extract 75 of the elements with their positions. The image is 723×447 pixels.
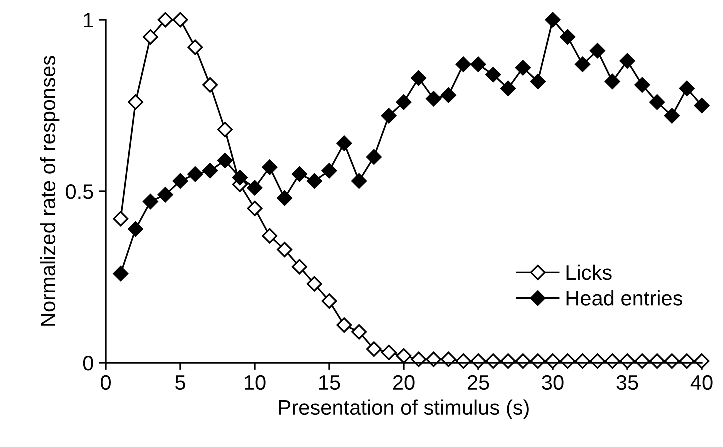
point — [620, 53, 636, 69]
x-tick-label: 15 — [320, 376, 340, 390]
point — [396, 348, 412, 364]
point — [366, 342, 382, 357]
x-tick-label: 40 — [690, 375, 713, 390]
x-tick-label: 0 — [101, 375, 111, 390]
point — [352, 324, 368, 340]
point — [113, 211, 129, 227]
x-tick-label: 20 — [393, 375, 415, 390]
point — [694, 98, 710, 114]
point — [411, 70, 427, 86]
point — [322, 294, 338, 309]
point — [142, 29, 158, 45]
point — [232, 170, 248, 186]
x-tick-label: 10 — [245, 375, 266, 390]
point — [381, 345, 397, 360]
point — [113, 266, 129, 282]
point — [262, 228, 278, 244]
point — [128, 222, 144, 237]
point — [336, 136, 352, 152]
point — [679, 80, 695, 96]
point — [634, 77, 650, 93]
point — [515, 60, 531, 76]
point — [128, 94, 144, 110]
x-tick-label: 5 — [176, 376, 186, 390]
point — [292, 259, 308, 275]
legend-label: Head entries — [566, 290, 683, 306]
point — [590, 43, 606, 59]
point — [306, 174, 322, 189]
point — [158, 187, 174, 203]
point — [306, 276, 322, 292]
y-tick-label: 0 — [83, 356, 94, 371]
point — [217, 122, 233, 138]
point — [202, 163, 218, 179]
point — [664, 108, 680, 124]
point — [530, 74, 546, 90]
point — [322, 163, 338, 179]
point — [500, 80, 516, 96]
point — [426, 91, 442, 107]
x-tick-label: 25 — [468, 375, 490, 390]
point — [262, 160, 278, 176]
point — [172, 174, 188, 189]
legend-label: Licks — [566, 264, 612, 280]
x-tick-label: 35 — [616, 375, 638, 390]
point — [650, 94, 666, 110]
point — [366, 149, 382, 165]
point — [545, 12, 561, 28]
point — [202, 77, 218, 93]
x-tick-label: 30 — [542, 375, 564, 390]
point — [217, 152, 233, 168]
point — [292, 166, 308, 182]
point — [604, 74, 620, 90]
point — [560, 29, 576, 45]
point — [142, 194, 158, 210]
point — [336, 318, 352, 333]
point — [277, 242, 293, 258]
point — [158, 12, 174, 28]
point — [188, 166, 204, 182]
point — [247, 180, 263, 196]
x-axis-title: Presentation of stimulus (s) — [280, 400, 529, 420]
point — [188, 40, 204, 56]
point — [277, 190, 293, 206]
y-tick-label: 0.5 — [66, 184, 94, 200]
point — [172, 12, 188, 28]
point — [247, 200, 263, 216]
point — [440, 88, 456, 104]
point — [486, 67, 502, 83]
point — [575, 56, 591, 72]
point — [396, 94, 412, 110]
point — [381, 108, 397, 124]
y-tick-label: 1 — [84, 13, 94, 28]
point — [352, 174, 368, 189]
point — [470, 56, 486, 72]
y-axis-title: Normalized rate of responses — [40, 56, 60, 326]
point — [456, 56, 472, 72]
